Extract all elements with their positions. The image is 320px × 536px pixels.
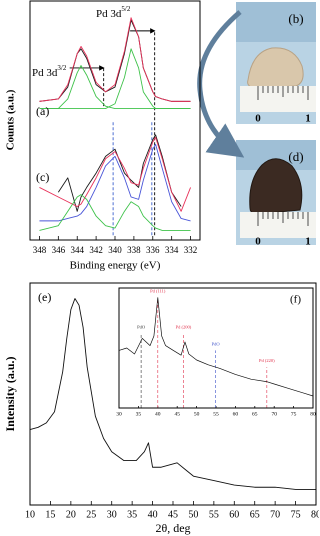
chart: 348 346 344 342 340 338 336 334 332 (a) (c) Binding… [5,0,201,272]
series-line [118,297,314,397]
x-axis-label: 2θ, deg [155,521,190,535]
y-axis-label: Intensity (a.u.) [3,356,17,431]
plot-frame [29,0,201,241]
x-tick-label: 50 [188,509,198,520]
annotation: Pd 3d5/2 [96,5,131,20]
x-tick-label: 25 [86,509,96,520]
x-tick-label: 80 [310,411,316,417]
ruler-label: 0 [255,113,261,125]
x-tick-label: 55 [209,509,219,520]
annotation-text: Pd 3d [32,67,58,79]
series-line [57,134,182,212]
ruler-label: 1 [305,113,311,125]
reference-label: Pd (111) [150,289,166,294]
x-tick-label: 15 [45,509,55,520]
series-line [39,136,191,212]
x-tick-label: 40 [155,411,161,417]
x-tick-label: 45 [168,509,178,520]
annotation: Pd 3d3/2 [32,64,67,79]
chart: 10 15 20 25 30 35 40 45 50 55 60 65 70 75 80 (e) 2θ, deg… [3,282,319,535]
x-tick-label: 342 [89,245,103,255]
plot-frame [118,287,314,409]
reference-label: Pd (200) [176,325,192,330]
x-tick-label: 338 [127,245,141,255]
x-tick-label: 30 [107,509,117,520]
panel-label: (e) [38,290,51,304]
series-line [39,17,191,102]
inset-background [119,288,313,408]
series-line [39,143,191,222]
plot-frame [29,282,317,506]
annotation-superscript: 5/2 [121,5,130,13]
x-tick-label: 344 [70,245,84,255]
x-tick-label: 60 [233,411,239,417]
x-axis-label: Binding energy (eV) [70,260,161,272]
x-tick-label: 65 [252,411,258,417]
x-tick-label: 70 [270,509,280,520]
reference-label: Pd (220) [259,358,275,363]
x-tick-label: 40 [148,509,158,520]
reference-label: PdO [212,341,221,346]
x-tick-label: 348 [33,245,47,255]
photo-label: (b) [288,11,303,26]
series-line [39,48,191,109]
x-tick-label: 334 [165,245,179,255]
x-tick-label: 50 [194,411,200,417]
x-tick-label: 332 [184,245,198,255]
x-tick-label: 75 [291,411,297,417]
x-tick-label: 75 [291,509,301,520]
series-line [39,194,191,231]
series-line [29,298,316,490]
x-tick-label: 35 [136,411,142,417]
x-tick-label: 10 [25,509,35,520]
x-tick-label: 80 [311,509,319,520]
annotation-text: Pd 3d [96,8,122,20]
photo-b [236,2,316,124]
photo-d [236,140,316,245]
panel-label: (c) [36,170,49,184]
ruler-label: 1 [305,236,311,248]
series-line [39,19,191,102]
reference-label: PdO [137,325,146,330]
photo-label: (d) [288,149,303,164]
x-tick-label: 340 [108,245,122,255]
x-tick-label: 20 [66,509,76,520]
chart: 30 35 40 45 50 55 60 65 70 75 80 PdO Pd (111) Pd (200… [116,287,316,417]
panel-label: (f) [290,294,301,306]
curved-arrow [197,10,245,158]
x-tick-label: 35 [127,509,137,520]
panel-label: (a) [36,104,49,118]
x-tick-label: 30 [116,411,122,417]
ruler-label: 0 [255,236,261,248]
x-tick-label: 65 [250,509,260,520]
x-tick-label: 55 [213,411,219,417]
x-tick-label: 336 [146,245,160,255]
annotation-superscript: 3/2 [57,64,66,72]
x-tick-label: 70 [271,411,277,417]
x-tick-label: 60 [229,509,239,520]
x-tick-label: 45 [174,411,180,417]
y-axis-label: Counts (a.u.) [5,89,17,150]
x-tick-label: 346 [52,245,66,255]
